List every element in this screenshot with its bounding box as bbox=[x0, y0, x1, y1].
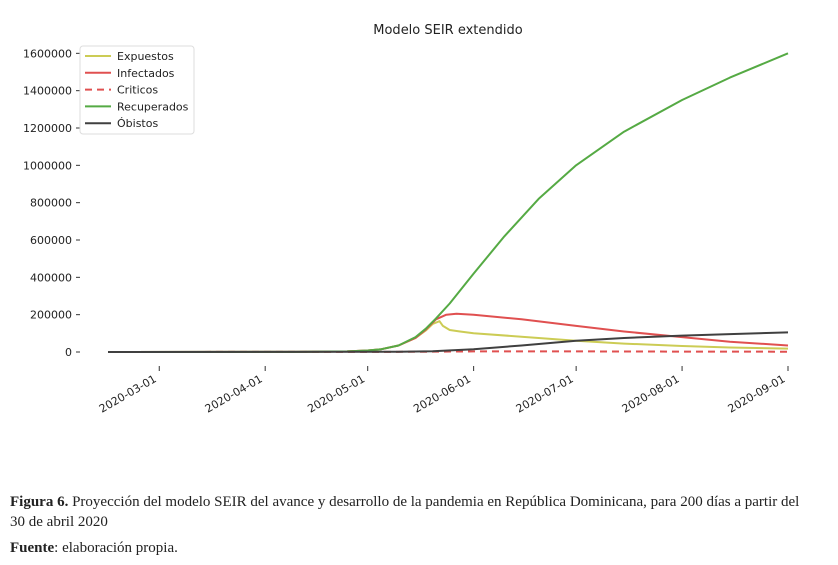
x-tick-label: 2020-06-01 bbox=[411, 372, 473, 415]
x-axis: 2020-03-01 2020-04-01 2020-05-01 2020-06-01… bbox=[97, 366, 789, 416]
source-label: Fuente bbox=[10, 540, 55, 556]
legend-label: Óbistos bbox=[117, 117, 158, 130]
y-axis: 0 200000 400000 600000 800000 1000000 1200000 1… bbox=[23, 47, 80, 359]
caption-text: Proyección del modelo SEIR del avance y … bbox=[10, 494, 800, 530]
legend-label: Recuperados bbox=[117, 100, 189, 113]
legend-label: Criticos bbox=[117, 84, 158, 97]
series-line bbox=[107, 331, 789, 353]
legend-label: Infectados bbox=[117, 67, 175, 80]
y-tick-label: 1200000 bbox=[23, 122, 72, 135]
x-tick-label: 2020-04-01 bbox=[203, 372, 265, 415]
figure-source: Fuente: elaboración propia. bbox=[10, 540, 178, 557]
x-tick-label: 2020-09-01 bbox=[726, 372, 788, 415]
y-tick-label: 1600000 bbox=[23, 47, 72, 60]
caption-label: Figura 6. bbox=[10, 494, 69, 510]
y-tick-label: 1400000 bbox=[23, 85, 72, 98]
series-lines bbox=[107, 52, 789, 353]
y-tick-label: 0 bbox=[65, 346, 72, 359]
y-tick-label: 400000 bbox=[30, 271, 72, 284]
x-tick-label: 2020-03-01 bbox=[97, 372, 159, 415]
figure-caption: Figura 6. Proyección del modelo SEIR del… bbox=[10, 492, 800, 532]
legend-label: Expuestos bbox=[117, 50, 174, 63]
source-text: : elaboración propia. bbox=[54, 540, 178, 556]
seir-chart: Modelo SEIR extendido 0 200000 400000 60000… bbox=[23, 23, 789, 416]
legend: Expuestos Infectados Criticos Recuperados Ób… bbox=[79, 45, 195, 135]
series-line bbox=[107, 52, 789, 353]
legend-box bbox=[79, 45, 195, 135]
x-tick-label: 2020-07-01 bbox=[514, 372, 576, 415]
y-tick-label: 1000000 bbox=[23, 159, 72, 172]
y-tick-label: 200000 bbox=[30, 309, 72, 322]
y-tick-label: 600000 bbox=[30, 234, 72, 247]
chart-title: Modelo SEIR extendido bbox=[373, 23, 522, 38]
x-tick-label: 2020-05-01 bbox=[305, 372, 367, 415]
x-tick-label: 2020-08-01 bbox=[620, 372, 682, 415]
y-tick-label: 800000 bbox=[30, 197, 72, 210]
